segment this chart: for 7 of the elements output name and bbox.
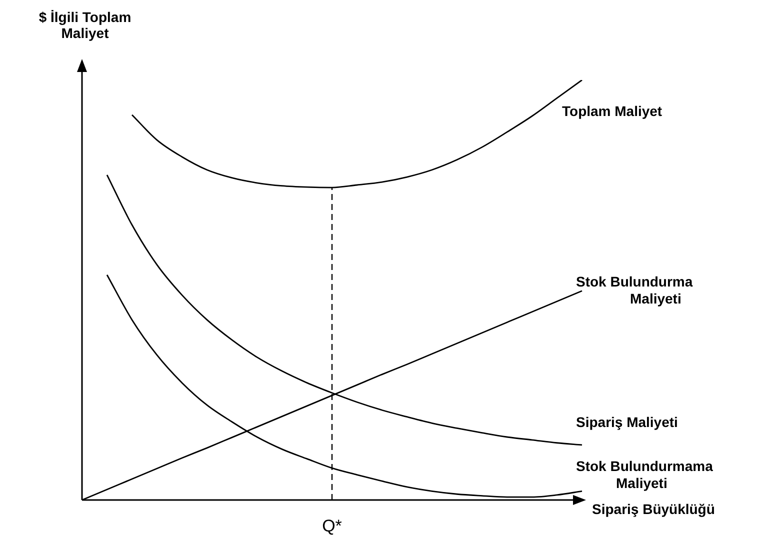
- series-label: Stok Bulundurma Maliyeti: [576, 274, 693, 307]
- text: Q*: [322, 516, 342, 536]
- series-label: Sipariş Maliyeti: [576, 414, 678, 430]
- series-label: Toplam Maliyet: [562, 102, 662, 119]
- y-axis-title: $ İlgili Toplam Maliyet: [38, 8, 132, 41]
- x-axis-title: Sipariş Büyüklüğü: [592, 500, 715, 517]
- series-label: Stok Bulundurmama Maliyeti: [576, 458, 714, 492]
